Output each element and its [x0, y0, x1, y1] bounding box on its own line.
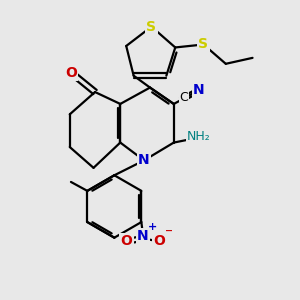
Text: +: +	[148, 222, 158, 232]
Text: C: C	[180, 91, 188, 104]
Text: N: N	[137, 229, 149, 243]
Text: O: O	[121, 234, 132, 248]
Text: ⁻: ⁻	[165, 226, 173, 242]
Text: S: S	[146, 20, 157, 34]
Text: O: O	[65, 66, 77, 80]
Text: NH₂: NH₂	[187, 130, 211, 143]
Text: N: N	[193, 83, 204, 97]
Text: N: N	[138, 153, 150, 167]
Text: S: S	[199, 38, 208, 52]
Text: O: O	[153, 234, 165, 248]
